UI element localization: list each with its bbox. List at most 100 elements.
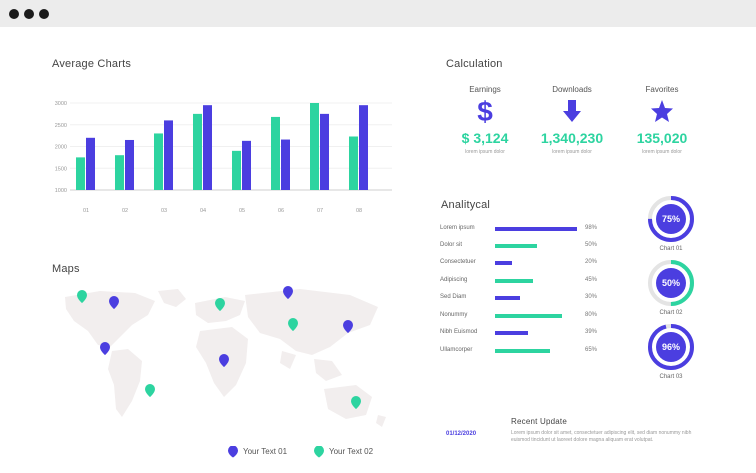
analytical-row-label: Sed Diam — [440, 294, 467, 300]
bar — [115, 155, 124, 190]
window-dot-icon[interactable] — [39, 9, 49, 19]
map-pin-icon[interactable] — [215, 298, 225, 311]
map-legend-item: Your Text 01 — [228, 445, 288, 458]
analytical-row: Ullamcorper 65% — [440, 346, 610, 358]
star-icon — [651, 100, 673, 122]
x-tick-label: 04 — [200, 208, 206, 214]
analytical-row-pct: 20% — [585, 259, 598, 265]
bar — [349, 136, 358, 190]
recent-update-date: 01/12/2020 — [446, 431, 477, 437]
bar — [164, 120, 173, 190]
analytical-row-label: Dolor sit — [440, 242, 463, 248]
map-pin-icon[interactable] — [145, 384, 155, 397]
bar — [76, 157, 85, 190]
stat-value: 1,340,230 — [540, 130, 604, 146]
map-pin-icon[interactable] — [219, 354, 229, 367]
analytical-row-pct: 30% — [585, 294, 598, 300]
y-tick-label: 1000 — [55, 188, 67, 194]
stat-value: $ 3,124 — [461, 130, 509, 146]
analytical-title: Analitycal — [441, 199, 491, 211]
average-bar-chart: 1000 1500 2000 2500 3000 01 02 03 04 05 06 07 08 — [55, 101, 392, 214]
analytical-bar — [495, 244, 537, 248]
analytical-row-label: Ullamcorper — [440, 347, 473, 353]
x-tick-label: 05 — [239, 208, 245, 214]
bar — [359, 105, 368, 190]
x-tick-label: 02 — [122, 208, 128, 214]
x-tick-label: 01 — [83, 208, 89, 214]
y-tick-label: 2500 — [55, 123, 67, 129]
analytical-row-pct: 39% — [585, 329, 598, 335]
analytical-row-label: Lorem ipsum — [440, 225, 475, 231]
map-pin-icon[interactable] — [109, 296, 119, 309]
donut-label: 75% — [662, 214, 680, 224]
bar — [232, 150, 241, 190]
map-legend-item: Your Text 02 — [314, 445, 373, 458]
y-tick-label: 3000 — [55, 101, 67, 107]
analytical-row: Adipiscing 45% — [440, 276, 610, 288]
donut-arc — [648, 196, 694, 242]
analytical-row-label: Nibh Euismod — [440, 329, 478, 335]
x-tick-label: 08 — [356, 208, 362, 214]
bar — [86, 137, 95, 190]
map-pin-icon[interactable] — [283, 286, 293, 299]
window-titlebar — [0, 0, 756, 27]
maps-title: Maps — [52, 263, 80, 275]
analytical-row-label: Nonummy — [440, 312, 468, 318]
bar — [320, 113, 329, 190]
analytical-bar — [495, 261, 512, 265]
bar — [125, 139, 134, 190]
analytical-row: Consectetuer 20% — [440, 258, 610, 270]
map-pins — [77, 286, 361, 409]
analytical-row-pct: 50% — [585, 242, 598, 248]
bar — [154, 133, 163, 190]
bar — [310, 103, 319, 190]
donut-chart-02: 50% — [648, 260, 694, 306]
window-dot-icon[interactable] — [9, 9, 19, 19]
map-pin-icon[interactable] — [288, 318, 298, 331]
donut-caption: Chart 01 — [659, 246, 683, 252]
donut-center — [656, 332, 686, 362]
average-charts-title: Average Charts — [52, 58, 132, 70]
donut-chart-03: 96% — [648, 324, 694, 370]
donut-label: 96% — [662, 342, 680, 352]
stat-favorites: Favorites 135,020 lorem ipsum dolor — [617, 85, 707, 155]
donut-label: 50% — [662, 278, 680, 288]
y-tick-label: 2000 — [55, 145, 67, 151]
stat-label: Downloads — [552, 85, 592, 94]
donut-center — [656, 204, 686, 234]
donut-chart-01: 75% — [648, 196, 694, 242]
bar — [242, 140, 251, 190]
bar — [271, 116, 280, 190]
analytical-bar — [495, 314, 563, 318]
stat-sub: lorem ipsum dolor — [552, 149, 592, 155]
stat-label: Favorites — [645, 85, 679, 94]
recent-update-title: Recent Update — [511, 417, 567, 426]
window-dot-icon[interactable] — [24, 9, 34, 19]
analytical-row-pct: 98% — [585, 225, 598, 231]
stat-sub: lorem ipsum dolor — [465, 149, 505, 155]
analytical-row: Sed Diam 30% — [440, 293, 610, 305]
map-pin-icon[interactable] — [77, 290, 87, 303]
recent-update-text: Lorem ipsum dolor sit amet, consectetuer… — [511, 430, 692, 443]
bar — [193, 113, 202, 190]
dollar-icon: $ — [477, 98, 493, 124]
world-map — [65, 286, 386, 427]
donut-caption: Chart 03 — [659, 374, 683, 380]
x-tick-label: 03 — [161, 208, 167, 214]
analytical-bar — [495, 331, 528, 335]
map-pin-icon[interactable] — [351, 396, 361, 409]
map-pin-icon[interactable] — [100, 342, 110, 355]
stat-sub: lorem ipsum dolor — [642, 149, 682, 155]
download-arrow-icon — [563, 100, 581, 122]
analytical-row: Dolor sit 50% — [440, 241, 610, 253]
x-tick-label: 06 — [278, 208, 284, 214]
analytical-bar — [495, 349, 550, 353]
map-pin-icon[interactable] — [343, 320, 353, 333]
map-legend-label: Your Text 01 — [243, 447, 288, 457]
svg-text:$: $ — [477, 98, 493, 124]
x-tick-label: 07 — [317, 208, 323, 214]
analytical-row: Nonummy 80% — [440, 311, 610, 323]
bar — [203, 105, 212, 190]
analytical-row-pct: 80% — [585, 312, 598, 318]
map-pin-icon — [314, 445, 324, 458]
